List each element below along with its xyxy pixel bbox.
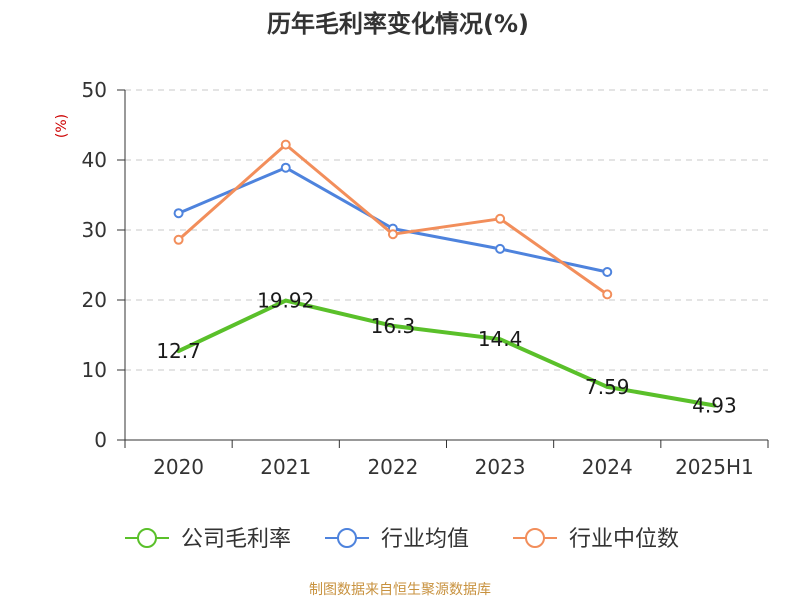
data-point [173,208,184,219]
legend-marker [137,528,157,548]
series [173,139,717,408]
data-point [280,139,291,150]
legend-item-1[interactable]: 公司毛利率 [125,527,291,552]
y-tick-label: 10 [82,358,107,382]
y-tick-label: 40 [82,148,107,172]
legend-marker [525,528,545,548]
legend-item-2[interactable]: 行业均值 [325,527,469,552]
series-3 [173,139,613,300]
data-point [280,162,291,173]
data-labels: 12.7 19.92 16.3 14.4 7.59 4.93 [156,289,736,418]
x-tick-label: 2025H1 [675,455,754,479]
data-label: 19.92 [257,289,314,313]
y-tick-label: 20 [82,288,107,312]
x-tick-label: 2023 [475,455,526,479]
legend-label: 行业均值 [381,527,469,552]
legend-item-3[interactable]: 行业中位数 [513,527,679,552]
x-tick-label: 2022 [367,455,418,479]
data-point [495,243,506,254]
data-label: 14.4 [478,327,523,351]
y-tick-label: 0 [94,428,107,452]
data-point [602,267,613,277]
data-point [387,229,398,240]
legend-label: 行业中位数 [569,527,679,552]
data-point [495,213,506,224]
data-label: 12.7 [156,339,201,363]
data-point [173,234,184,245]
grid-lines [125,89,768,371]
axes: 0 10 20 30 40 50 2020 2021 2022 2023 2024 2025H1 [82,78,769,479]
y-tick-label: 50 [82,78,107,102]
series-line [177,143,609,296]
data-label: 16.3 [371,314,416,338]
legend-marker [337,528,357,548]
x-tick-label: 2020 [153,455,204,479]
data-label: 7.59 [585,375,630,399]
y-tick-label: 30 [82,218,107,242]
x-tick-label: 2024 [582,455,633,479]
data-point [602,289,613,300]
chart-title: 历年毛利率变化情况(%) [267,10,529,38]
y-axis-label: (%) [54,114,70,138]
series-line [176,298,717,408]
series-1 [176,298,717,408]
x-tick-label: 2021 [260,455,311,479]
series-2 [173,162,613,277]
legend-label: 公司毛利率 [181,527,291,552]
data-label: 4.93 [692,393,737,417]
legend: 公司毛利率 行业均值 行业中位数 [125,527,679,552]
source-note: 制图数据来自恒生聚源数据库 [309,582,491,598]
